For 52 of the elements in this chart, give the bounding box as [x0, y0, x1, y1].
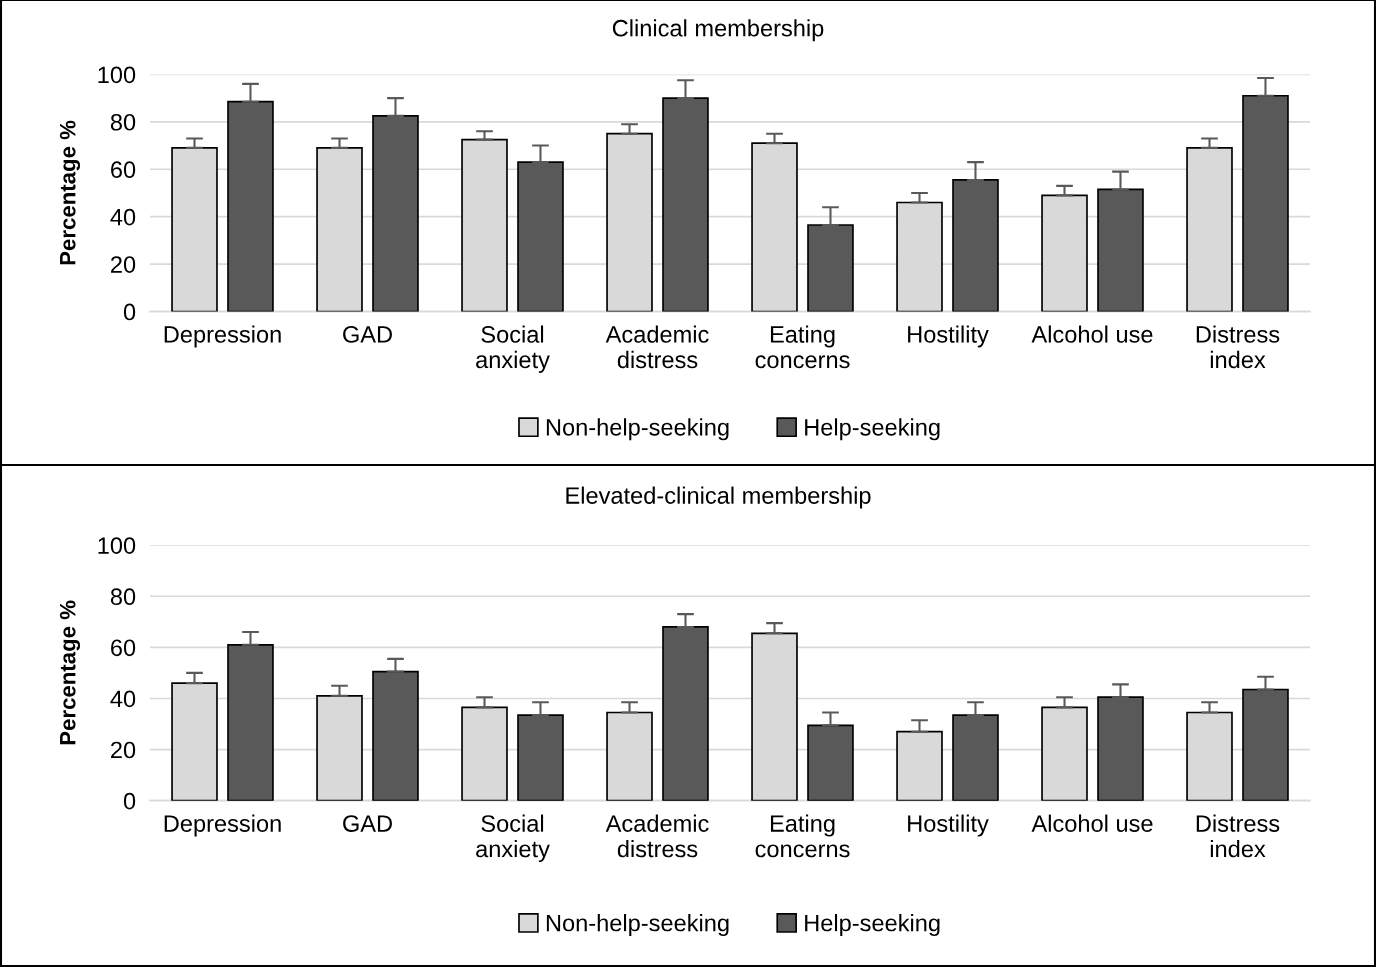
- x-tick-label: Depression: [164, 325, 281, 348]
- bar: [517, 161, 564, 312]
- bar: [807, 224, 854, 312]
- x-tick-label: Depression: [164, 814, 281, 837]
- y-tick-label: 80: [110, 588, 136, 606]
- y-tick-label: 100: [98, 537, 136, 554]
- x-tick-label: GAD: [343, 326, 392, 343]
- bar: [372, 670, 419, 801]
- bar: [662, 626, 709, 801]
- bar: [1242, 688, 1289, 801]
- y-tick-label: 100: [98, 66, 136, 84]
- x-tick-label: Academic distress: [605, 814, 709, 858]
- x-tick-label: Eating concerns: [755, 325, 850, 369]
- y-tick-label: 0: [123, 792, 136, 810]
- bar: [1097, 696, 1144, 801]
- legend-label: Non-help-seeking: [546, 914, 729, 937]
- x-tick-label: Alcohol use: [1031, 814, 1153, 832]
- y-axis-title: Percentage %: [59, 600, 81, 745]
- bar: [1097, 188, 1144, 312]
- bar: [227, 100, 274, 312]
- legend-label: Help-seeking: [805, 914, 940, 937]
- x-tick-label: Hostility: [908, 325, 989, 348]
- bar: [1242, 94, 1289, 312]
- bar: [807, 724, 854, 801]
- x-tick-label: Social anxiety: [476, 325, 550, 373]
- chart-title: Clinical membership: [612, 19, 824, 42]
- x-tick-label: GAD: [343, 815, 392, 832]
- bar: [952, 714, 999, 801]
- y-tick-label: 40: [110, 208, 136, 226]
- chart-title: Elevated-clinical membership: [566, 486, 871, 509]
- x-tick-label: Distress index: [1196, 325, 1280, 369]
- x-tick-label: Distress index: [1196, 814, 1280, 858]
- y-tick-label: 20: [111, 256, 136, 273]
- bar: [952, 179, 999, 312]
- legend-label: Help-seeking: [805, 418, 940, 441]
- x-tick-label: Alcohol use: [1031, 325, 1153, 343]
- y-tick-label: 60: [111, 161, 136, 179]
- y-tick-label: 0: [123, 303, 136, 321]
- bar: [227, 643, 274, 801]
- y-tick-label: 80: [110, 113, 136, 131]
- legend-label: Non-help-seeking: [546, 418, 729, 441]
- x-tick-label: Academic distress: [605, 325, 709, 369]
- y-axis-title: Percentage %: [59, 120, 81, 265]
- y-tick-label: 60: [111, 639, 136, 657]
- bar: [372, 115, 419, 312]
- bar: [517, 714, 564, 801]
- bar: [662, 97, 709, 312]
- x-tick-label: Hostility: [908, 814, 989, 837]
- x-tick-label: Social anxiety: [476, 814, 550, 862]
- y-tick-label: 20: [111, 741, 136, 759]
- y-tick-label: 40: [110, 690, 136, 708]
- x-tick-label: Eating concerns: [755, 814, 850, 858]
